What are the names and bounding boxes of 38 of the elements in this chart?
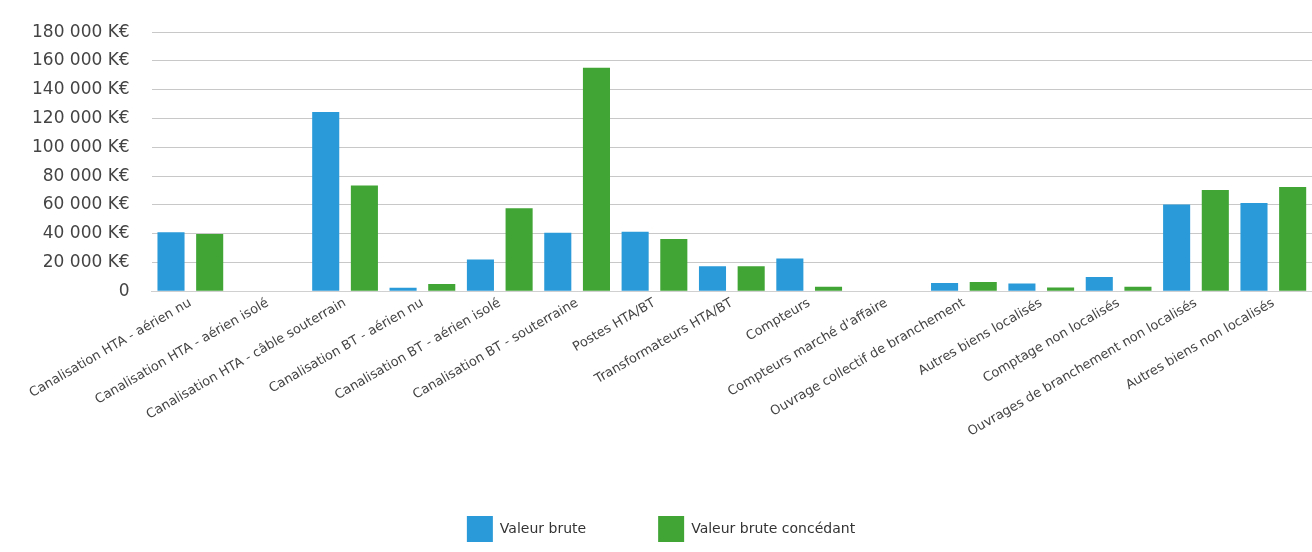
y-tick-label: 100 000 K€: [32, 135, 130, 156]
bar: [969, 281, 997, 291]
legend-label: Valeur brute: [499, 519, 587, 536]
bar: [466, 259, 494, 291]
bar: [1240, 202, 1268, 291]
bar: [621, 231, 649, 291]
bar: [389, 287, 417, 291]
y-tick-label: 160 000 K€: [32, 49, 130, 70]
bar: [660, 238, 688, 291]
y-tick-label: 140 000 K€: [32, 78, 130, 99]
bar: [776, 258, 804, 291]
legend-label: Valeur brute concédant: [691, 519, 856, 536]
y-tick-label: 40 000 K€: [42, 222, 130, 243]
bar: [350, 185, 378, 291]
bar: [1085, 276, 1113, 291]
bar: [1047, 287, 1075, 291]
y-tick-label: 120 000 K€: [32, 106, 130, 127]
bar: [737, 266, 765, 291]
bar: [814, 286, 843, 291]
bar: [931, 282, 959, 291]
y-tick-label: 60 000 K€: [42, 193, 130, 214]
y-tick-label: 20 000 K€: [42, 250, 130, 271]
y-tick-label: 80 000 K€: [42, 164, 130, 185]
bar: [1201, 189, 1229, 291]
bar: [196, 234, 224, 291]
bar: [312, 112, 340, 291]
y-tick-label: 180 000 K€: [32, 20, 130, 41]
y-tick-label: 0: [118, 279, 130, 300]
bar: [157, 232, 185, 291]
bar: [698, 266, 727, 291]
bar: [582, 67, 610, 291]
bar: [1008, 283, 1036, 291]
bar: [544, 232, 572, 291]
bar: [428, 283, 456, 291]
bar: [1163, 204, 1191, 291]
bar: [1124, 286, 1152, 291]
bar: [1279, 187, 1307, 291]
bar: [505, 208, 533, 291]
